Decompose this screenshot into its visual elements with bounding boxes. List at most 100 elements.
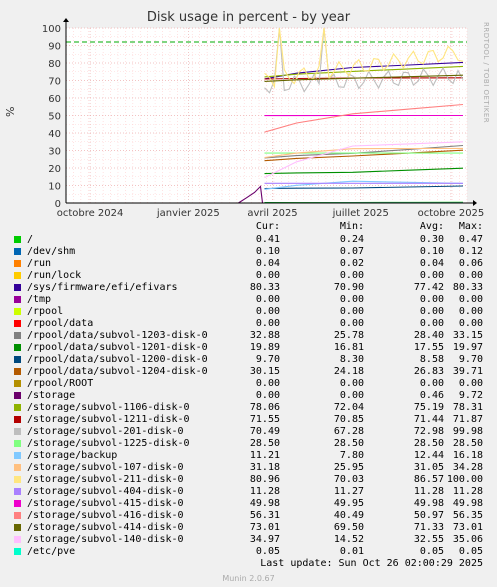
legend-series-name: /dev/shm (27, 246, 76, 257)
legend-avg-value: 31.05 (413, 462, 444, 473)
legend-max-value: 9.70 (458, 354, 483, 365)
legend-avg-value: 71.44 (413, 414, 444, 425)
legend-avg-value: 75.19 (413, 402, 444, 413)
legend-min-value: 40.49 (333, 510, 364, 521)
legend-series-name: / (27, 234, 34, 245)
legend-min-value: 0.07 (339, 246, 364, 257)
legend-row: /storage/subvol-404-disk-0 11.28 11.27 11.2… (0, 486, 497, 498)
legend-cur-value: 31.18 (249, 462, 280, 473)
legend-cur-value: 49.98 (249, 498, 280, 509)
legend-min-value: 0.00 (339, 318, 364, 329)
y-tick-label: 0 (55, 199, 61, 210)
legend-avg-value: 8.58 (419, 354, 444, 365)
legend-max-value: 0.12 (458, 246, 483, 257)
legend-swatch (14, 368, 21, 375)
legend-series-name: /rpool/data/subvol-1201-disk-0 (27, 342, 208, 353)
legend-series-name: /rpool (27, 306, 64, 317)
series-line (264, 147, 464, 159)
legend-cur-value: 56.31 (249, 510, 280, 521)
y-tick-label: 40 (48, 129, 61, 140)
legend-avg-value: 0.00 (419, 378, 444, 389)
legend-avg-value: 26.83 (413, 366, 444, 377)
legend-row: /storage/subvol-140-disk-0 34.97 14.52 32.5… (0, 534, 497, 546)
legend-min-value: 0.00 (339, 306, 364, 317)
legend-swatch (14, 248, 21, 255)
legend-swatch (14, 320, 21, 327)
legend-max-value: 80.33 (452, 282, 483, 293)
legend-cur-value: 80.96 (249, 474, 280, 485)
legend-series-name: /rpool/data/subvol-1200-disk-0 (27, 354, 208, 365)
legend-max-value: 71.87 (452, 414, 483, 425)
legend-swatch (14, 404, 21, 411)
legend-row: /tmp 0.00 0.00 0.00 0.00 (0, 294, 497, 306)
legend-row: /run 0.04 0.02 0.04 0.06 (0, 258, 497, 270)
legend-max-value: 33.15 (452, 330, 483, 341)
rrdtool-watermark: RRDTOOL / TOBI OETIKER (482, 22, 490, 124)
legend-row: /storage/subvol-415-disk-0 49.98 49.95 49.9… (0, 498, 497, 510)
legend-avg-value: 49.98 (413, 498, 444, 509)
legend-avg-value: 86.57 (413, 474, 444, 485)
legend-swatch (14, 452, 21, 459)
legend-max-value: 0.05 (458, 546, 483, 557)
y-tick-label: 50 (48, 112, 61, 123)
legend-max-value: 0.00 (458, 294, 483, 305)
legend-max-value: 16.18 (452, 450, 483, 461)
legend-cur-value: 0.41 (255, 234, 280, 245)
legend-series-name: /storage/backup (27, 450, 118, 461)
series-line (264, 74, 464, 82)
legend-series-name: /storage/subvol-201-disk-0 (27, 426, 184, 437)
legend-avg-value: 0.46 (419, 390, 444, 401)
legend-cur-value: 0.05 (255, 546, 280, 557)
legend-max-value: 0.00 (458, 270, 483, 281)
y-tick-label: 80 (48, 59, 61, 70)
legend-swatch (14, 524, 21, 531)
legend-series-name: /run (27, 258, 52, 269)
legend-max-value: 39.71 (452, 366, 483, 377)
legend-max-value: 78.31 (452, 402, 483, 413)
legend-row: /rpool/data/subvol-1203-disk-0 32.88 25.78… (0, 330, 497, 342)
legend-min-value: 70.90 (333, 282, 364, 293)
legend-cur-value: 0.04 (255, 258, 280, 269)
legend-series-name: /etc/pve (27, 546, 76, 557)
y-tick-label: 60 (48, 94, 61, 105)
legend-avg-value: 11.28 (413, 486, 444, 497)
legend-min-value: 16.81 (333, 342, 364, 353)
legend-max-value: 0.06 (458, 258, 483, 269)
series-line (264, 180, 464, 190)
legend-max-value: 9.72 (458, 390, 483, 401)
legend-series-name: /rpool/ROOT (27, 378, 94, 389)
legend-swatch (14, 440, 21, 447)
legend-cur-value: 73.01 (249, 522, 280, 533)
legend-avg-value: 71.33 (413, 522, 444, 533)
legend-row: /rpool/data/subvol-1201-disk-0 19.89 16.81… (0, 342, 497, 354)
legend-avg-value: 12.44 (413, 450, 444, 461)
y-axis-arrow (63, 18, 69, 22)
legend-min-value: 70.03 (333, 474, 364, 485)
legend-cur-value: 11.21 (249, 450, 280, 461)
legend-series-name: /storage/subvol-107-disk-0 (27, 462, 184, 473)
legend-row: /etc/pve 0.05 0.01 0.05 0.05 (0, 546, 497, 558)
legend-series-name: /rpool/data/subvol-1203-disk-0 (27, 330, 208, 341)
legend-min-value: 69.50 (333, 522, 364, 533)
legend-min-value: 70.85 (333, 414, 364, 425)
legend-min-value: 25.78 (333, 330, 364, 341)
legend-max-value: 34.28 (452, 462, 483, 473)
legend-swatch (14, 236, 21, 243)
legend-min-value: 0.24 (339, 234, 364, 245)
legend-avg-value: 0.00 (419, 318, 444, 329)
legend-row: /storage/subvol-1106-disk-0 78.06 72.04 75.… (0, 402, 497, 414)
legend-row: /storage/subvol-201-disk-0 70.49 67.28 72.9… (0, 426, 497, 438)
legend-swatch (14, 284, 21, 291)
legend-max-value: 19.97 (452, 342, 483, 353)
legend-cur-value: 11.28 (249, 486, 280, 497)
legend-min-value: 0.00 (339, 390, 364, 401)
legend-col-min: Min: (339, 221, 364, 232)
legend-max-value: 99.98 (452, 426, 483, 437)
legend-avg-value: 72.98 (413, 426, 444, 437)
legend-max-value: 73.01 (452, 522, 483, 533)
legend-cur-value: 0.00 (255, 378, 280, 389)
legend-series-name: /storage/subvol-211-disk-0 (27, 474, 184, 485)
legend-series-name: /storage/subvol-1211-disk-0 (27, 414, 190, 425)
legend-avg-value: 0.00 (419, 270, 444, 281)
legend-cur-value: 34.97 (249, 534, 280, 545)
